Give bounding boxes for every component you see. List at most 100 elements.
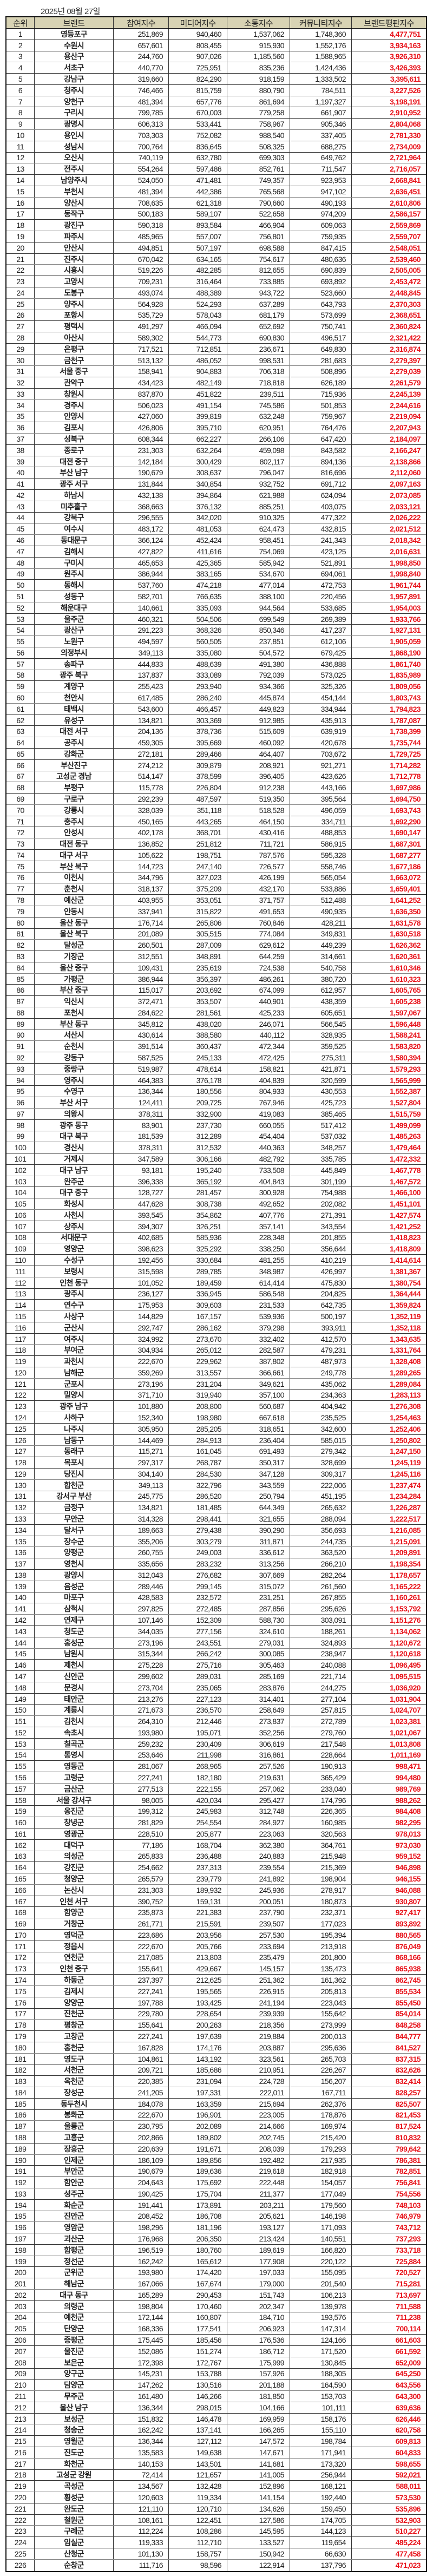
community-cell: 226,267 — [290, 2064, 352, 2076]
communication-cell: 508,325 — [227, 141, 290, 152]
communication-cell: 912,238 — [227, 782, 290, 794]
rank-cell: 141 — [6, 1603, 35, 1615]
table-row: 127 동래구 115,271 161,045 691,493 279,342 1,247,… — [6, 1446, 426, 1458]
participation-cell: 281,829 — [114, 1817, 169, 1828]
communication-cell: 357,100 — [227, 1389, 290, 1401]
rank-cell: 188 — [6, 2132, 35, 2143]
table-row: 168 함양군 235,873 221,383 237,790 232,371 927,41… — [6, 1907, 426, 1919]
reputation-total-cell: 1,178,657 — [390, 1570, 421, 1579]
table-row: 165 청양군 265,579 239,779 241,892 198,904 946,15… — [6, 1873, 426, 1885]
community-cell: 412,570 — [290, 1333, 352, 1345]
communication-cell: 932,752 — [227, 479, 290, 490]
rank-cell: 224 — [6, 2537, 35, 2548]
table-row: 15 부천시 481,394 442,386 765,568 947,102 2,636,4… — [6, 186, 426, 198]
media-cell: 283,232 — [169, 1558, 227, 1570]
table-row: 29 은평구 717,521 712,851 236,671 649,830 2,316,8… — [6, 343, 426, 355]
rank-cell: 120 — [6, 1367, 35, 1378]
communication-cell: 674,099 — [227, 985, 290, 996]
participation-cell: 273,704 — [114, 1682, 169, 1693]
media-cell: 488,389 — [169, 287, 227, 298]
brand-cell: 대덕구 — [35, 1839, 114, 1851]
header-brand-reputation-index: 브랜드평판지수 — [364, 18, 414, 28]
table-row: 177 진천군 229,780 228,654 239,939 155,642 854,01… — [6, 2008, 426, 2020]
communication-cell: 440,901 — [227, 996, 290, 1007]
community-cell: 624,094 — [290, 490, 352, 501]
community-cell: 426,997 — [290, 1266, 352, 1277]
media-cell: 281,457 — [169, 1187, 227, 1198]
media-cell: 578,043 — [169, 310, 227, 321]
participation-cell: 124,411 — [114, 1097, 169, 1108]
participation-cell: 708,635 — [114, 197, 169, 208]
community-cell: 279,760 — [290, 1727, 352, 1738]
community-cell: 320,563 — [290, 1828, 352, 1839]
participation-cell: 460,321 — [114, 613, 169, 625]
reputation-total-cell: 1,596,448 — [390, 1019, 421, 1028]
rank-cell: 15 — [6, 186, 35, 197]
communication-cell: 765,568 — [227, 186, 290, 197]
communication-cell: 515,609 — [227, 726, 290, 737]
media-cell: 452,424 — [169, 535, 227, 546]
rank-cell: 178 — [6, 2020, 35, 2031]
reputation-total-cell: 1,331,764 — [390, 1346, 421, 1355]
rank-cell: 200 — [6, 2267, 35, 2278]
table-row: 8 구리시 799,785 670,003 779,258 661,907 2,910,95… — [6, 107, 426, 119]
communication-cell: 407,776 — [227, 1210, 290, 1221]
community-cell: 703,672 — [290, 749, 352, 759]
rank-cell: 6 — [6, 84, 35, 96]
community-cell: 566,545 — [290, 1018, 352, 1030]
participation-cell: 136,344 — [114, 1086, 169, 1097]
brand-cell: 강동구 — [35, 1052, 114, 1063]
communication-cell: 237,790 — [227, 1907, 290, 1918]
communication-cell: 466,904 — [227, 220, 290, 231]
reputation-total-cell: 643,556 — [395, 2381, 421, 2390]
rank-cell: 4 — [6, 62, 35, 74]
brand-cell: 부산진구 — [35, 759, 114, 771]
communication-cell: 311,871 — [227, 1536, 290, 1547]
table-row: 159 옹진군 199,312 245,983 312,748 226,365 984,40… — [6, 1806, 426, 1818]
brand-cell: 횡성군 — [35, 2492, 114, 2503]
brand-cell: 양평군 — [35, 1547, 114, 1558]
rank-cell: 55 — [6, 636, 35, 647]
media-cell: 395,710 — [169, 422, 227, 434]
rank-cell: 194 — [6, 2199, 35, 2211]
table-row: 169 거창군 261,771 215,591 239,507 177,023 893,89… — [6, 1918, 426, 1930]
rank-cell: 43 — [6, 501, 35, 512]
table-row: 103 완주군 396,338 365,192 404,843 301,199 1,467,… — [6, 1176, 426, 1188]
brand-cell: 고성군 경남 — [35, 771, 114, 782]
rank-cell: 33 — [6, 389, 35, 399]
community-cell: 472,753 — [290, 580, 352, 591]
media-cell: 212,625 — [169, 1975, 227, 1985]
table-row: 47 김해시 427,822 411,616 754,069 423,125 2,016,6… — [6, 546, 426, 558]
participation-cell: 403,955 — [114, 895, 169, 906]
reputation-total-cell: 643,300 — [395, 2391, 421, 2401]
brand-cell: 부산 북구 — [35, 861, 114, 872]
community-cell: 161,362 — [290, 1975, 352, 1985]
table-row: 60 천안시 617,485 286,240 445,874 454,144 1,803,7… — [6, 692, 426, 704]
rank-cell: 176 — [6, 1997, 35, 2008]
brand-cell: 남원시 — [35, 1648, 114, 1660]
rank-cell: 108 — [6, 1232, 35, 1243]
table-row: 94 영주시 464,383 376,178 404,839 320,599 1,565,9… — [6, 1074, 426, 1086]
communication-cell: 189,619 — [227, 2244, 290, 2256]
community-cell: 435,062 — [290, 1378, 352, 1389]
participation-cell: 494,597 — [114, 636, 169, 647]
communication-cell: 660,055 — [227, 1119, 290, 1131]
table-row: 144 홍성군 273,196 243,551 279,031 324,893 1,120,… — [6, 1637, 426, 1649]
communication-cell: 184,710 — [227, 2312, 290, 2323]
community-cell: 200,013 — [290, 2031, 352, 2042]
rank-cell: 203 — [6, 2300, 35, 2312]
brand-cell: 영암군 — [35, 2222, 114, 2233]
brand-cell: 구로구 — [35, 794, 114, 804]
reputation-total-cell: 817,524 — [395, 2122, 421, 2131]
table-row: 133 무안군 314,328 298,441 321,655 288,094 1,222,… — [6, 1513, 426, 1525]
table-row: 100 경산시 378,311 312,532 440,363 348,257 1,479,… — [6, 1142, 426, 1154]
participation-cell: 120,603 — [114, 2492, 169, 2503]
brand-cell: 남해군 — [35, 1367, 114, 1378]
table-row: 119 과천시 222,670 229,962 387,802 487,973 1,328,… — [6, 1356, 426, 1367]
communication-cell: 338,250 — [227, 1243, 290, 1255]
rank-cell: 14 — [6, 175, 35, 186]
media-cell: 354,862 — [169, 1210, 227, 1221]
community-cell: 847,415 — [290, 242, 352, 253]
community-cell: 435,913 — [290, 715, 352, 726]
communication-cell: 211,377 — [227, 2188, 290, 2199]
